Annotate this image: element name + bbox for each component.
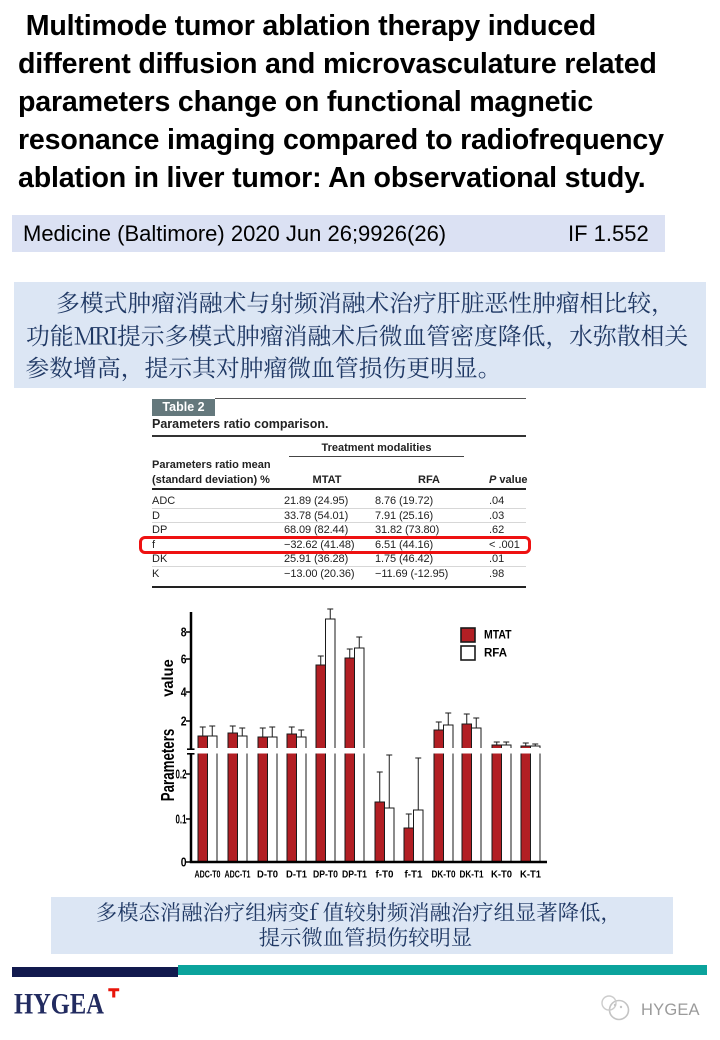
svg-text:ADC-T0: ADC-T0 — [195, 869, 221, 881]
svg-text:0.1: 0.1 — [176, 813, 187, 827]
svg-text:6: 6 — [181, 653, 187, 667]
svg-text:DP-T1: DP-T1 — [342, 869, 367, 881]
svg-text:f-T1: f-T1 — [405, 869, 423, 881]
svg-text:D-T1: D-T1 — [286, 869, 307, 881]
svg-text:DK-T1: DK-T1 — [460, 869, 484, 881]
svg-text:RFA: RFA — [484, 648, 507, 660]
svg-text:K-T0: K-T0 — [491, 869, 512, 881]
svg-text:DK-T0: DK-T0 — [432, 869, 456, 881]
svg-text:D-T0: D-T0 — [257, 869, 278, 881]
svg-text:4: 4 — [181, 686, 187, 700]
svg-text:8: 8 — [181, 626, 187, 640]
svg-text:HYGEA: HYGEA — [14, 989, 105, 1017]
svg-text:ADC-T1: ADC-T1 — [225, 869, 251, 881]
svg-text:2: 2 — [181, 715, 187, 729]
svg-text:0: 0 — [181, 856, 187, 870]
svg-text:Parameters: Parameters — [158, 729, 178, 802]
svg-text:value: value — [160, 659, 177, 697]
svg-text:K-T1: K-T1 — [520, 869, 541, 881]
svg-text:f-T0: f-T0 — [376, 869, 394, 881]
svg-text:0.2: 0.2 — [176, 768, 187, 782]
svg-text:MTAT: MTAT — [484, 630, 512, 642]
svg-text:DP-T0: DP-T0 — [313, 869, 338, 881]
